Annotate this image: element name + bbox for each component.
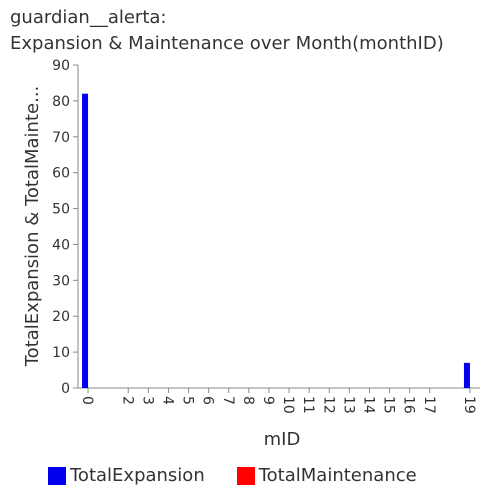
- chart-title-line-2: Expansion & Maintenance over Month(month…: [10, 33, 444, 54]
- x-tick-label: 9: [260, 396, 276, 405]
- y-tick-label: 60: [52, 166, 70, 182]
- legend-label-expansion: TotalExpansion: [70, 465, 205, 486]
- x-tick-label: 19: [461, 396, 477, 414]
- y-tick-label: 0: [61, 381, 70, 397]
- legend-swatch-expansion: [48, 466, 66, 485]
- legend-item-expansion: TotalExpansion: [48, 465, 205, 486]
- legend-swatch-maintenance: [236, 466, 255, 485]
- x-axis-label: mID: [264, 429, 301, 450]
- y-axis-label: TotalExpansion & TotalMainte...: [22, 86, 43, 368]
- chart-title-line-1: guardian__alerta:: [10, 7, 167, 28]
- bar-TotalExpansion-0: [82, 93, 89, 388]
- y-tick-label: 40: [52, 237, 70, 253]
- y-tick-label: 50: [52, 202, 70, 218]
- y-tick-label: 10: [52, 345, 70, 361]
- x-tick-label: 5: [180, 396, 196, 405]
- x-tick-label: 8: [240, 396, 256, 405]
- legend: TotalExpansion TotalMaintenance: [48, 465, 449, 486]
- x-tick-label: 15: [381, 396, 397, 414]
- y-tick-label: 20: [52, 309, 70, 325]
- y-tick-label: 80: [52, 94, 70, 110]
- x-axis: 0 2 3 4 5 6 7 8 9 10 11 12 13 14 15 16 17 19: [78, 387, 480, 414]
- y-axis: 0 10 20 30 40 50 60 70 80 90: [52, 58, 79, 397]
- x-tick-label: 17: [421, 396, 437, 414]
- x-tick-label: 11: [300, 396, 316, 414]
- bars: [82, 93, 470, 388]
- legend-label-maintenance: TotalMaintenance: [258, 465, 417, 486]
- x-tick-label: 4: [159, 396, 175, 405]
- x-tick-label: 7: [220, 396, 236, 405]
- x-tick-label: 10: [280, 396, 296, 414]
- x-tick-label: 0: [79, 396, 95, 405]
- y-tick-label: 70: [52, 130, 70, 146]
- x-tick-label: 14: [360, 396, 376, 414]
- x-tick-label: 13: [340, 396, 356, 414]
- y-tick-label: 30: [52, 273, 70, 289]
- legend-item-maintenance: TotalMaintenance: [236, 465, 417, 486]
- x-tick-label: 3: [139, 396, 155, 405]
- x-tick-label: 6: [200, 396, 216, 405]
- x-tick-label: 12: [320, 396, 336, 414]
- y-tick-label: 90: [52, 58, 70, 74]
- x-tick-label: 16: [401, 396, 417, 414]
- bar-TotalExpansion-19: [463, 362, 470, 388]
- x-tick-label: 2: [119, 396, 135, 405]
